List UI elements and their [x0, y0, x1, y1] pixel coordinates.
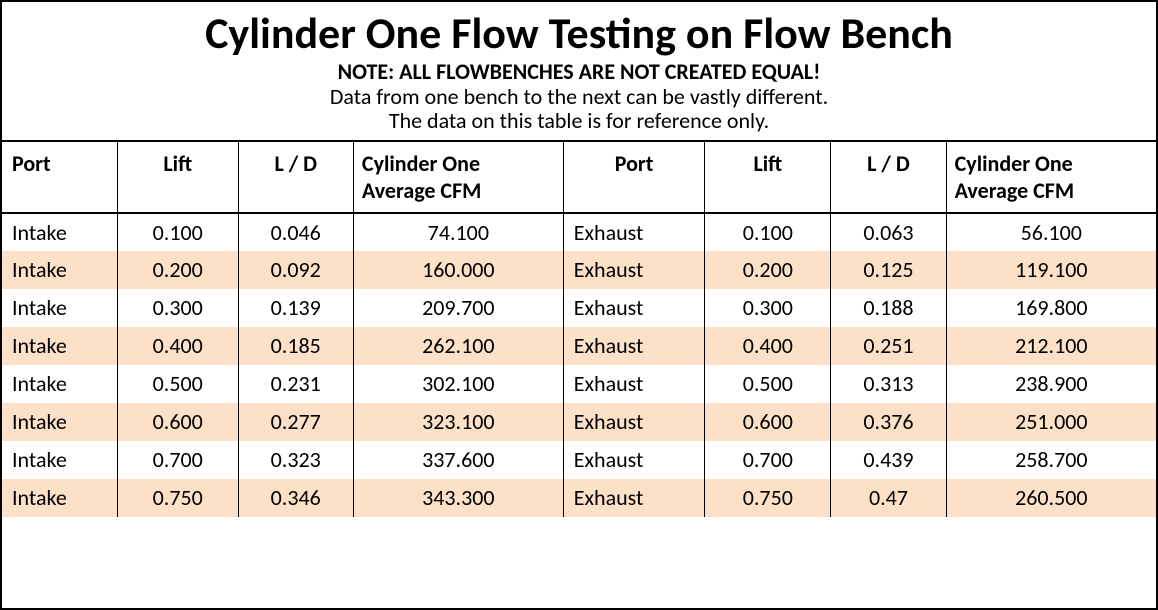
cell-lift_a: 0.600	[117, 403, 238, 441]
cell-port_a: Intake	[2, 403, 117, 441]
col-header-port-a: Port	[2, 141, 117, 213]
table-row: Intake0.3000.139209.700Exhaust0.3000.188…	[2, 289, 1156, 327]
cell-cfm_a: 262.100	[353, 327, 563, 365]
table-header: Port Lift L / D Cylinder One Average CFM…	[2, 141, 1156, 213]
table-row: Intake0.5000.231302.100Exhaust0.5000.313…	[2, 365, 1156, 403]
table-row: Intake0.7000.323337.600Exhaust0.7000.439…	[2, 441, 1156, 479]
flow-table: Port Lift L / D Cylinder One Average CFM…	[2, 140, 1156, 517]
cell-cfm_b: 212.100	[946, 327, 1156, 365]
cell-cfm_a: 302.100	[353, 365, 563, 403]
cell-ld_a: 0.231	[238, 365, 353, 403]
col-header-ld-a: L / D	[238, 141, 353, 213]
cell-port_b: Exhaust	[563, 251, 705, 289]
cell-ld_b: 0.313	[831, 365, 946, 403]
table-row: Intake0.7500.346343.300Exhaust0.7500.472…	[2, 479, 1156, 517]
table-container: Cylinder One Flow Testing on Flow Bench …	[0, 0, 1158, 610]
cell-lift_a: 0.100	[117, 213, 238, 251]
cell-cfm_a: 323.100	[353, 403, 563, 441]
cell-cfm_b: 258.700	[946, 441, 1156, 479]
cell-ld_b: 0.251	[831, 327, 946, 365]
note-line-2: The data on this table is for reference …	[2, 109, 1156, 133]
cell-lift_a: 0.500	[117, 365, 238, 403]
cell-ld_b: 0.063	[831, 213, 946, 251]
cell-port_a: Intake	[2, 213, 117, 251]
col-header-lift-a: Lift	[117, 141, 238, 213]
col-header-cfm-a: Cylinder One Average CFM	[353, 141, 563, 213]
table-row: Intake0.4000.185262.100Exhaust0.4000.251…	[2, 327, 1156, 365]
cell-lift_b: 0.500	[705, 365, 831, 403]
cell-lift_a: 0.400	[117, 327, 238, 365]
cell-port_b: Exhaust	[563, 213, 705, 251]
cell-lift_b: 0.600	[705, 403, 831, 441]
cell-port_a: Intake	[2, 441, 117, 479]
cell-ld_a: 0.185	[238, 327, 353, 365]
cell-ld_a: 0.346	[238, 479, 353, 517]
cell-port_a: Intake	[2, 251, 117, 289]
table-row: Intake0.2000.092160.000Exhaust0.2000.125…	[2, 251, 1156, 289]
cell-ld_a: 0.046	[238, 213, 353, 251]
cell-port_a: Intake	[2, 479, 117, 517]
table-body: Intake0.1000.04674.100Exhaust0.1000.0635…	[2, 213, 1156, 517]
cell-port_b: Exhaust	[563, 289, 705, 327]
cell-ld_b: 0.47	[831, 479, 946, 517]
cell-cfm_b: 56.100	[946, 213, 1156, 251]
cell-lift_b: 0.750	[705, 479, 831, 517]
cell-lift_a: 0.200	[117, 251, 238, 289]
table-row: Intake0.6000.277323.100Exhaust0.6000.376…	[2, 403, 1156, 441]
cell-cfm_a: 337.600	[353, 441, 563, 479]
cell-cfm_a: 343.300	[353, 479, 563, 517]
cell-cfm_b: 119.100	[946, 251, 1156, 289]
cell-lift_b: 0.300	[705, 289, 831, 327]
cell-port_b: Exhaust	[563, 441, 705, 479]
cell-port_b: Exhaust	[563, 327, 705, 365]
cell-lift_b: 0.100	[705, 213, 831, 251]
cell-port_a: Intake	[2, 289, 117, 327]
cell-ld_b: 0.188	[831, 289, 946, 327]
cell-port_b: Exhaust	[563, 365, 705, 403]
cell-lift_a: 0.300	[117, 289, 238, 327]
cell-ld_a: 0.092	[238, 251, 353, 289]
cell-lift_a: 0.700	[117, 441, 238, 479]
cell-cfm_a: 160.000	[353, 251, 563, 289]
cell-lift_b: 0.400	[705, 327, 831, 365]
cell-ld_b: 0.376	[831, 403, 946, 441]
cell-cfm_b: 238.900	[946, 365, 1156, 403]
note-bold: NOTE: ALL FLOWBENCHES ARE NOT CREATED EQ…	[2, 58, 1156, 85]
cell-port_b: Exhaust	[563, 479, 705, 517]
col-header-lift-b: Lift	[705, 141, 831, 213]
table-row: Intake0.1000.04674.100Exhaust0.1000.0635…	[2, 213, 1156, 251]
col-header-ld-b: L / D	[831, 141, 946, 213]
cell-cfm_b: 169.800	[946, 289, 1156, 327]
cell-cfm_a: 74.100	[353, 213, 563, 251]
page-title: Cylinder One Flow Testing on Flow Bench	[2, 2, 1156, 56]
cell-ld_a: 0.277	[238, 403, 353, 441]
cell-port_a: Intake	[2, 327, 117, 365]
cell-ld_a: 0.323	[238, 441, 353, 479]
cell-ld_b: 0.125	[831, 251, 946, 289]
col-header-port-b: Port	[563, 141, 705, 213]
cell-port_a: Intake	[2, 365, 117, 403]
note-line-1: Data from one bench to the next can be v…	[2, 85, 1156, 109]
cell-cfm_a: 209.700	[353, 289, 563, 327]
cell-cfm_b: 251.000	[946, 403, 1156, 441]
col-header-cfm-b: Cylinder One Average CFM	[946, 141, 1156, 213]
cell-cfm_b: 260.500	[946, 479, 1156, 517]
cell-port_b: Exhaust	[563, 403, 705, 441]
cell-lift_a: 0.750	[117, 479, 238, 517]
cell-lift_b: 0.700	[705, 441, 831, 479]
cell-ld_b: 0.439	[831, 441, 946, 479]
cell-lift_b: 0.200	[705, 251, 831, 289]
cell-ld_a: 0.139	[238, 289, 353, 327]
